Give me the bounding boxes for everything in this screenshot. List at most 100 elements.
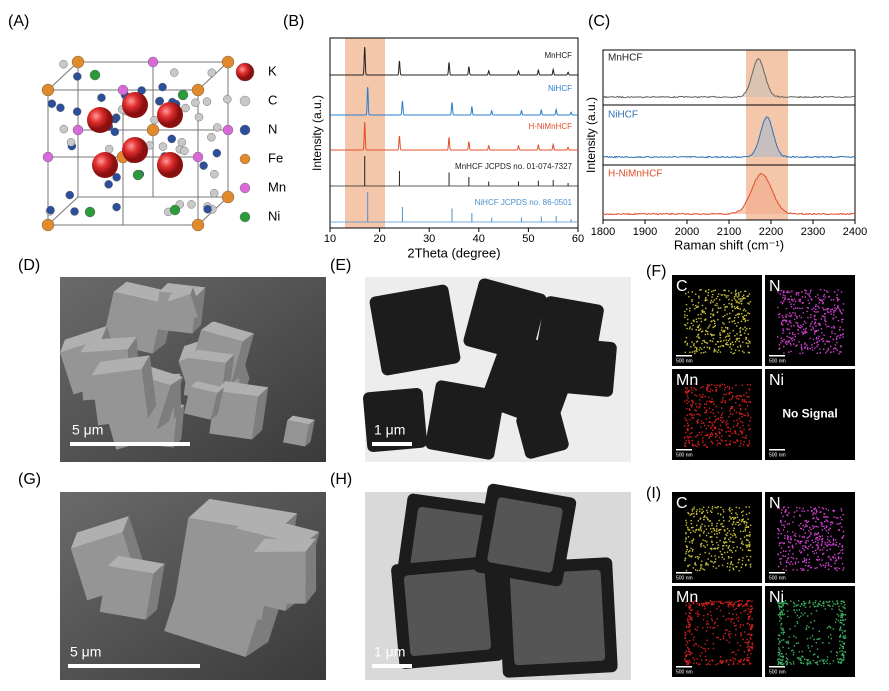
eds-dot [812,517,814,520]
eds-dot [727,430,729,432]
atom [221,190,235,204]
eds-dot [802,656,804,658]
eds-dot [814,507,817,509]
eds-dot [717,663,719,665]
eds-dot [794,314,797,316]
eds-dot [695,643,698,645]
eds-dot [743,631,746,633]
eds-dot [685,522,688,524]
eds-dot [817,305,819,307]
eds-dot [781,629,783,631]
eds-dot [780,521,782,523]
eds-dot [698,604,701,606]
eds-dot [787,341,789,344]
eds-dot [703,614,705,617]
eds-dot [730,549,732,552]
eds-dot [824,516,826,518]
eds-dot [702,604,704,606]
eds-dot [705,602,707,604]
eds-dot [778,313,781,315]
series-label: MnHCF JCPDS no. 01-074-7327 [455,162,572,171]
eds-dot [780,622,783,625]
eds-dot [810,528,812,531]
eds-dot [740,530,742,533]
eds-dot [738,519,741,521]
eds-dot [713,349,716,351]
eds-dot [711,524,713,527]
eds-dot [816,518,819,520]
eds-dot [728,633,730,635]
panel-label: (D) [18,257,40,274]
eds-dot [708,437,710,439]
eds-dot [811,635,814,637]
eds-dot [707,425,710,427]
eds-dot [693,516,695,518]
eds-dot [688,623,690,626]
eds-dot [819,660,821,662]
eds-dot [738,394,740,397]
eds-dot [698,402,700,405]
eds-map [765,369,855,460]
eds-dot [812,349,814,351]
eds-dot [841,321,843,323]
eds-dot [729,410,731,412]
eds-dot [707,519,709,521]
eds-dot [826,308,829,311]
eds-dot [807,509,809,512]
eds-dot [802,547,804,550]
eds-dot [783,631,785,633]
eds-dot [701,422,703,425]
eds-dot [723,525,725,528]
eds-dot [711,511,713,513]
eds-dot [787,537,789,539]
atom [73,72,82,81]
eds-dot [840,557,842,559]
eds-dot [739,644,742,647]
eds-dot [710,313,712,315]
eds-dot [837,661,839,663]
eds-dot [822,337,824,340]
eds-dot [790,350,792,353]
eds-dot [826,544,828,547]
eds-dot [716,434,718,437]
eds-dot [792,601,795,604]
eds-dot [711,561,713,563]
eds-dot [702,568,704,570]
eds-dot [705,318,707,320]
eds-dot [839,310,841,312]
eds-dot [801,603,803,605]
eds-dot [725,545,728,547]
eds-dot [706,511,709,514]
eds-dot [687,526,689,529]
eds-dot [782,515,784,518]
eds-dot [735,506,737,509]
eds-dot [743,400,745,402]
eds-dot [747,312,749,314]
eds-dot [780,627,782,629]
eds-dot [793,516,795,518]
eds-dot [748,616,750,618]
eds-dot [688,608,690,610]
eds-dot [787,323,789,326]
atom [223,95,232,104]
eds-dot [686,327,688,330]
eds-dot [814,330,816,332]
eds-dot [697,302,700,304]
eds-dot [687,291,690,293]
eds-dot [792,531,794,533]
eds-dot [783,352,785,354]
eds-dot [695,304,697,307]
eds-dot [723,339,725,342]
eds-dot [815,605,817,607]
raman-fill [603,173,855,215]
eds-dot [695,318,698,320]
eds-dot [801,307,803,310]
eds-dot [736,306,738,309]
eds-dot [746,638,748,640]
eds-dot [749,615,751,617]
eds-dot [697,419,699,421]
eds-dot [816,345,818,348]
eds-dot [842,549,844,551]
eds-dot [684,417,686,419]
eds-dot [734,335,736,337]
